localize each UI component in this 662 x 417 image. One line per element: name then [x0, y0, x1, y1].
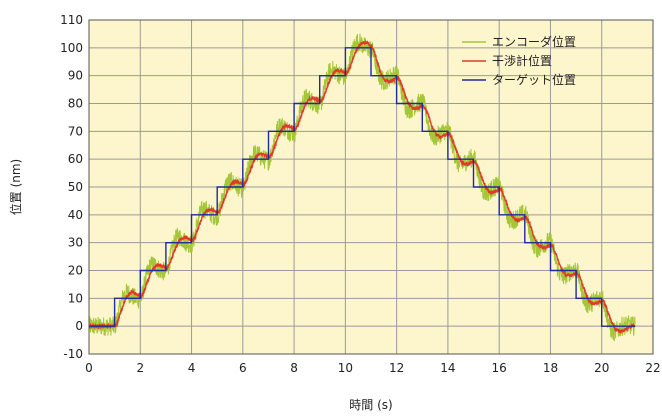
x-tick-label: 10	[338, 361, 353, 375]
y-axis-label: 位置 (nm)	[8, 159, 23, 215]
legend-entry: エンコーダ位置	[492, 34, 576, 49]
x-tick-label: 8	[290, 361, 298, 375]
x-tick-label: 18	[543, 361, 558, 375]
y-tick-label: 70	[68, 124, 83, 138]
x-tick-label: 12	[389, 361, 404, 375]
x-tick-label: 0	[85, 361, 93, 375]
y-tick-label: 20	[68, 264, 83, 278]
y-tick-labels: -10 0 10 20 30 40 50 60 70 80 90 100 110	[60, 13, 83, 361]
x-tick-label: 2	[136, 361, 144, 375]
x-axis-label: 時間 (s)	[349, 398, 392, 412]
y-tick-label: -10	[63, 347, 83, 361]
x-tick-label: 22	[645, 361, 660, 375]
y-tick-label: 40	[68, 208, 83, 222]
x-tick-label: 16	[492, 361, 507, 375]
legend-entry: 干渉計位置	[492, 53, 552, 68]
x-tick-label: 14	[440, 361, 455, 375]
series-line-1	[88, 39, 636, 335]
y-tick-label: 110	[60, 13, 83, 27]
y-tick-label: 90	[68, 69, 83, 83]
x-tick-label: 6	[239, 361, 247, 375]
y-tick-label: 10	[68, 291, 83, 305]
y-tick-label: 80	[68, 97, 83, 111]
x-tick-label: 4	[188, 361, 196, 375]
y-tick-label: 100	[60, 41, 83, 55]
y-tick-label: 30	[68, 236, 83, 250]
plot-border	[88, 19, 654, 355]
y-tick-label: 0	[75, 319, 83, 333]
legend-entry: ターゲット位置	[492, 72, 576, 87]
series-layer	[88, 33, 636, 342]
y-tick-label: 50	[68, 180, 83, 194]
y-tick-label: 60	[68, 152, 83, 166]
x-tick-label: 20	[594, 361, 609, 375]
x-tick-labels: 0 2 4 6 8 10 12 14 16 18 20 22	[85, 361, 660, 375]
series-line-2	[89, 47, 636, 327]
